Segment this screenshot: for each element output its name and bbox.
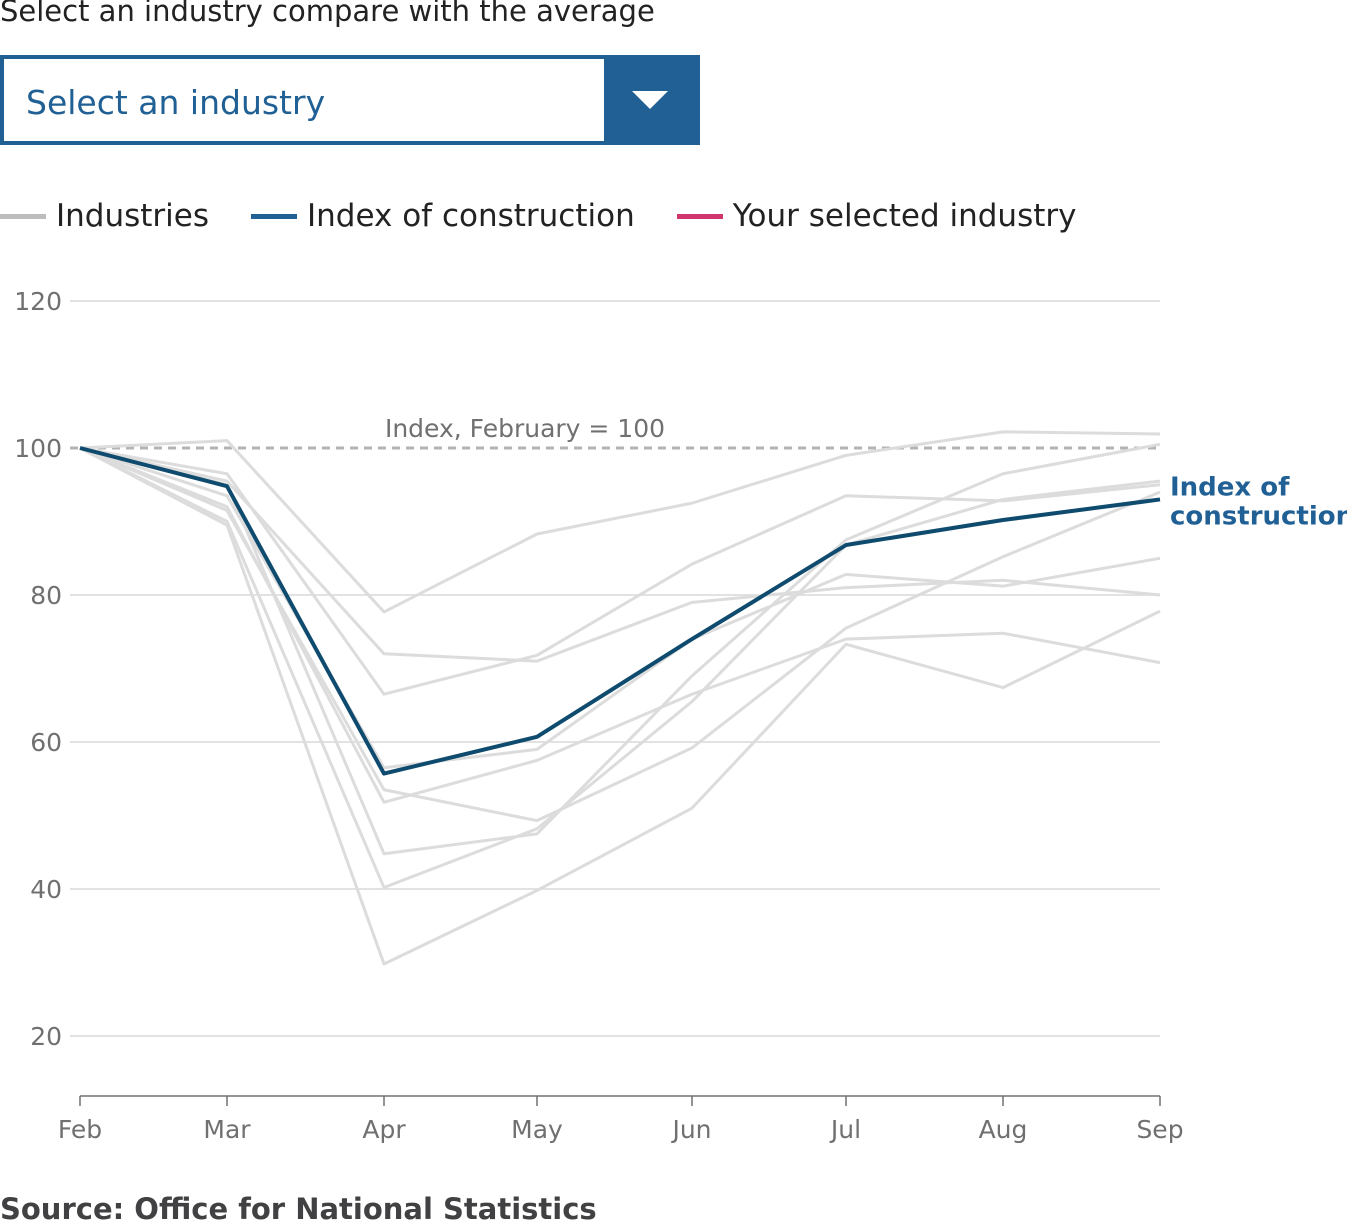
legend-label: Index of construction xyxy=(307,198,635,234)
x-tick-label: Jul xyxy=(829,1115,861,1144)
reference-line-label: Index, February = 100 xyxy=(385,414,665,443)
axes: Feb Mar Apr May Jun Jul Aug Sep xyxy=(58,1095,1184,1144)
industry-line xyxy=(79,446,1161,966)
select-prompt: Select an industry compare with the aver… xyxy=(0,0,655,28)
construction-end-label: Index of construction xyxy=(1170,472,1347,531)
y-tick-label: 120 xyxy=(14,287,62,316)
industry-line xyxy=(79,430,1161,614)
x-tick-label: Aug xyxy=(979,1115,1028,1144)
legend-swatch-industries xyxy=(0,213,46,219)
legend-label: Industries xyxy=(56,198,210,234)
x-tick-label: Feb xyxy=(58,1115,102,1144)
x-tick-label: Sep xyxy=(1136,1115,1183,1144)
y-tick-label: 40 xyxy=(30,875,62,904)
legend-item-construction: Index of construction xyxy=(251,198,635,234)
legend: Industries Index of construction Your se… xyxy=(0,193,1118,239)
y-tick-label: 20 xyxy=(30,1022,62,1051)
legend-swatch-selected xyxy=(676,213,723,219)
y-tick-label: 60 xyxy=(30,728,62,757)
x-tick-label: Mar xyxy=(203,1115,251,1144)
x-tick-label: May xyxy=(511,1115,563,1144)
industry-select[interactable]: Select an industry xyxy=(0,55,700,145)
industry-line xyxy=(79,446,1161,823)
legend-item-selected: Your selected industry xyxy=(676,198,1077,234)
y-tick-label: 100 xyxy=(14,434,62,463)
end-label-line: Index of xyxy=(1170,472,1290,502)
legend-swatch-construction xyxy=(251,213,298,219)
source-note: Source: Office for National Statistics xyxy=(0,1192,597,1226)
construction-line xyxy=(79,446,1161,776)
dropdown-button[interactable] xyxy=(604,59,696,141)
line-chart: 20 40 60 80 100 120 Index, February = 100 Ind… xyxy=(14,287,1347,1144)
industry-line xyxy=(79,446,1161,696)
series-lines: Index of construction xyxy=(79,430,1347,966)
chevron-down-icon xyxy=(632,91,668,109)
gridlines: 20 40 60 80 100 120 xyxy=(14,287,1160,1051)
legend-item-industries: Industries xyxy=(0,198,209,234)
industry-line xyxy=(79,446,1161,770)
industry-line xyxy=(79,446,1161,890)
x-tick-label: Jun xyxy=(670,1115,711,1144)
legend-label: Your selected industry xyxy=(732,198,1077,234)
industry-line xyxy=(79,442,1161,856)
reference-line-group: Index, February = 100 xyxy=(70,414,1160,450)
industry-select-value: Select an industry xyxy=(26,83,326,122)
x-tick-label: Apr xyxy=(362,1115,406,1144)
end-label-line: construction xyxy=(1170,501,1347,531)
y-tick-label: 80 xyxy=(30,581,62,610)
